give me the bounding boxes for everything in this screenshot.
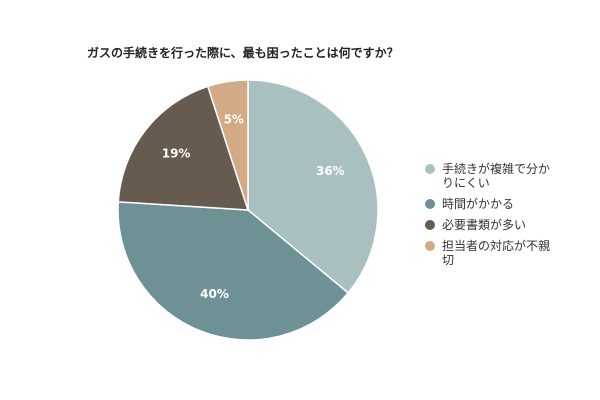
legend-item: 必要書類が多い bbox=[425, 218, 595, 232]
legend-item: 担当者の対応が不親切 bbox=[425, 239, 595, 267]
pie-slice bbox=[117, 201, 350, 341]
pie-slice bbox=[117, 85, 250, 211]
slice-value-label: 5% bbox=[224, 113, 244, 127]
legend-label: 必要書類が多い bbox=[442, 218, 527, 232]
legend-label: 担当者の対応が不親切 bbox=[442, 239, 551, 267]
chart-title: ガスの手続きを行った際に、最も困ったことは何ですか？ bbox=[87, 46, 399, 60]
legend-label: 手続きが複雑で分かりにくい bbox=[442, 162, 551, 190]
pie-slice bbox=[247, 79, 379, 294]
legend-item: 手続きが複雑で分かりにくい bbox=[425, 162, 595, 190]
legend-swatch bbox=[425, 199, 435, 209]
slice-value-label: 40% bbox=[200, 287, 229, 301]
legend-item: 時間がかかる bbox=[425, 197, 595, 211]
slice-value-label: 19% bbox=[162, 147, 191, 161]
slice-value-label: 36% bbox=[316, 164, 345, 178]
legend: 手続きが複雑で分かりにくい時間がかかる 必要書類が多い担当者の対応が不親切 bbox=[425, 162, 595, 274]
legend-label: 時間がかかる bbox=[442, 197, 515, 211]
pie-slice bbox=[206, 79, 249, 211]
legend-swatch bbox=[425, 241, 435, 251]
legend-swatch bbox=[425, 220, 435, 230]
legend-swatch bbox=[425, 164, 435, 174]
